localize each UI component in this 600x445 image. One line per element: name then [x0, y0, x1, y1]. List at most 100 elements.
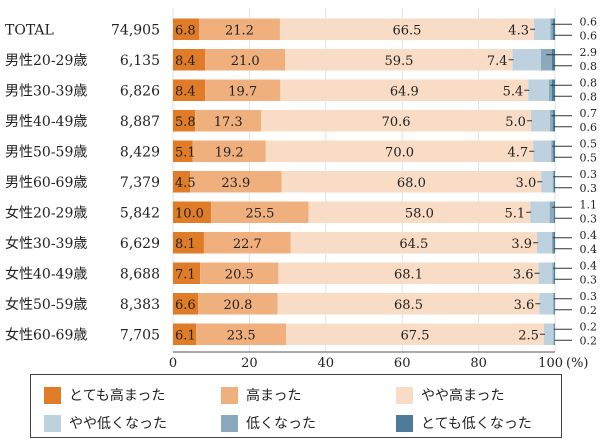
bar-segment [551, 232, 554, 254]
bar-segment [286, 323, 544, 345]
bar-segment [285, 49, 513, 71]
bar-segment [548, 79, 552, 101]
data-label: 1.1 [580, 198, 598, 211]
bar-segment [173, 323, 197, 345]
category-label: 女性50-59歳 [5, 296, 87, 313]
legend-label: とても高まった [69, 388, 166, 404]
data-label: 58.0 [405, 206, 434, 221]
data-label: 0.3 [580, 212, 598, 225]
bar-segment [553, 171, 555, 193]
bar-segment [211, 201, 309, 223]
data-label: 21.2 [225, 23, 254, 38]
data-label: 0.6 [580, 29, 598, 42]
data-label: 2.5 [518, 328, 539, 343]
legend-swatch-slightly-decreased [44, 414, 61, 432]
bar-segment [530, 110, 551, 132]
bar-segment [553, 323, 555, 345]
bar-segment [554, 323, 555, 345]
bar-segment [553, 262, 555, 284]
data-label: 4.3 [508, 23, 529, 38]
legend-item-very-decreased: とても低くなった [396, 413, 532, 433]
x-tick-label: 80 [470, 356, 487, 371]
bar-segment [173, 49, 206, 71]
bar-segment [198, 293, 278, 315]
data-label: 23.9 [221, 176, 250, 191]
sample-count: 8,429 [120, 144, 160, 160]
legend-swatch-very-increased [44, 386, 61, 404]
bar-segment [533, 18, 551, 40]
sample-count: 74,905 [111, 22, 160, 38]
sample-count: 6,135 [120, 53, 160, 69]
sample-count: 6,629 [120, 236, 160, 252]
bar-segment [553, 232, 555, 254]
legend-swatch-very-decreased [396, 414, 413, 432]
data-label: 3.6 [514, 298, 535, 313]
data-label: 0.3 [580, 290, 598, 303]
bar-segment [553, 140, 555, 162]
bar-segment [173, 140, 193, 162]
bar-segment [553, 293, 555, 315]
legend-item-increased: 高まった [221, 385, 301, 405]
bar-segment [279, 18, 534, 40]
data-label: 3.0 [516, 176, 537, 191]
bar-segment [552, 262, 554, 284]
data-label: 5.1 [504, 206, 525, 221]
bar-segment [196, 323, 287, 345]
legend-label: 高まった [246, 388, 302, 404]
data-label: 10.0 [175, 206, 204, 221]
bar-segment [173, 79, 206, 101]
data-label: 2.9 [580, 46, 598, 59]
data-label: 8.1 [175, 237, 196, 252]
data-label: 23.5 [227, 328, 256, 343]
data-label: 0.2 [580, 334, 598, 347]
legend-label: とても低くなった [421, 416, 532, 432]
bar-segment [550, 18, 553, 40]
legend-label: やや高まった [421, 388, 505, 404]
sample-count: 8,887 [120, 114, 160, 130]
category-label: 男性50-59歳 [5, 144, 87, 160]
category-label: 女性60-69歳 [5, 326, 87, 343]
data-label: 67.5 [401, 328, 430, 343]
sample-count: 8,383 [120, 297, 160, 313]
bar-segment [190, 171, 282, 193]
data-label: 19.2 [215, 145, 244, 160]
data-label: 68.5 [394, 298, 423, 313]
bar-segment [195, 110, 262, 132]
x-tick-label: 40 [318, 356, 335, 371]
legend-swatch-increased [221, 386, 238, 404]
data-label: 0.3 [580, 182, 598, 195]
data-label: 0.6 [580, 121, 598, 134]
data-label: 6.6 [175, 298, 196, 313]
bar-segment [278, 262, 539, 284]
data-label: 17.3 [214, 115, 243, 130]
bar-segment [533, 140, 552, 162]
bar-segment [540, 49, 552, 71]
data-label: 4.7 [508, 145, 529, 160]
legend-item-slightly-decreased: やや低くなった [44, 413, 167, 433]
x-tick-label: 20 [241, 356, 258, 371]
bar-segment [551, 79, 555, 101]
data-label: 6.8 [175, 23, 196, 38]
data-label: 19.7 [228, 84, 257, 99]
chart-legend: とても高まった 高まった やや高まった やや低くなった 低くなった とても低くな… [30, 374, 562, 438]
x-tick-label: 0 [169, 356, 177, 371]
bar-segment [200, 262, 279, 284]
bar-segment [265, 140, 534, 162]
data-label: 0.4 [580, 259, 598, 272]
bar-segment [173, 18, 199, 40]
sample-count: 7,379 [120, 175, 160, 191]
category-label: 女性40-49歳 [5, 265, 87, 282]
category-label: 男性20-29歳 [5, 53, 87, 69]
data-label: 25.5 [245, 206, 274, 221]
data-label: 20.8 [223, 298, 252, 313]
bar-segment [551, 49, 555, 71]
data-label: 0.2 [580, 320, 598, 333]
bar-segment [203, 232, 291, 254]
data-label: 0.5 [580, 137, 598, 150]
bar-segment [173, 232, 204, 254]
data-label: 20.5 [225, 267, 254, 282]
bar-segment [280, 79, 529, 101]
bar-segment [308, 201, 531, 223]
data-label: 0.3 [580, 273, 598, 286]
data-label: 68.1 [394, 267, 423, 282]
